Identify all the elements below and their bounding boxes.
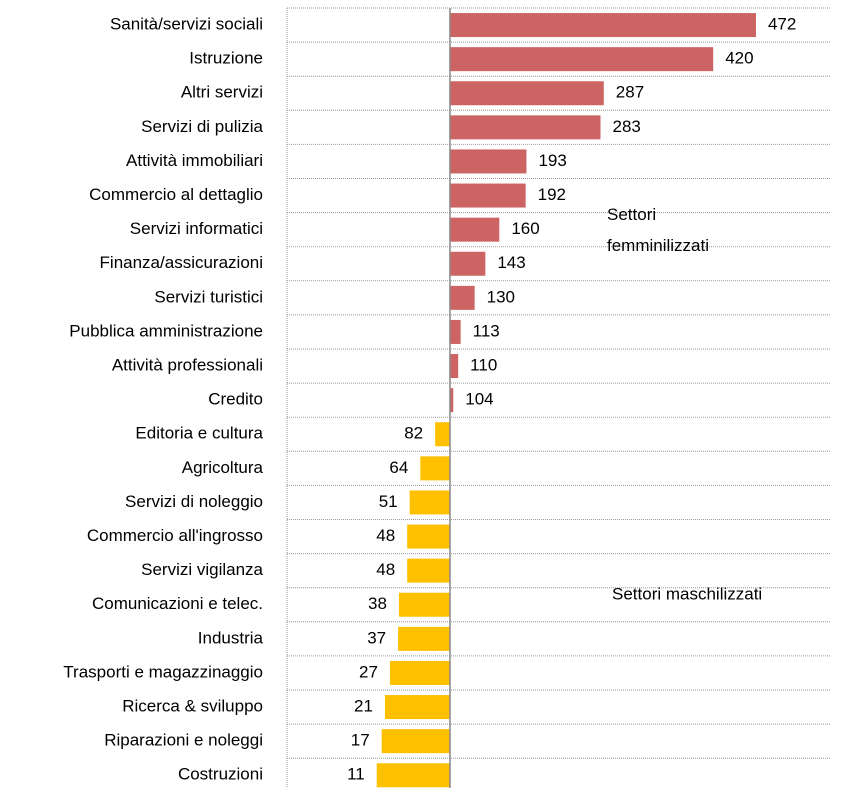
category-label: Finanza/assicurazioni [100,253,263,272]
category-label: Servizi di pulizia [141,117,263,136]
category-label: Commercio al dettaglio [89,185,263,204]
bar [449,81,604,106]
value-label: 48 [376,526,395,545]
series-annotation: Settori maschilizzati [612,584,762,603]
series-annotation: Settori femminilizzati [607,205,709,255]
category-label: Editoria e cultura [135,424,263,443]
value-label: 17 [351,731,370,750]
value-label: 82 [404,424,423,443]
category-label: Pubblica amministrazione [69,321,263,340]
bar [449,115,601,140]
bar [389,660,450,685]
category-label: Istruzione [189,49,263,68]
value-label: 11 [347,765,365,784]
value-label: 193 [538,151,566,170]
bar [449,217,500,242]
category-label: Commercio all'ingrosso [87,526,263,545]
category-label: Ricerca & sviluppo [122,697,263,716]
bar [449,183,526,208]
value-label: 48 [376,560,395,579]
category-label: Sanità/servizi sociali [110,15,263,34]
category-label: Servizi vigilanza [141,560,263,579]
bar [449,13,756,38]
bar [398,626,450,651]
annotation-line: femminilizzati [607,236,709,255]
value-label: 130 [487,287,515,306]
bar [449,47,714,72]
value-label: 472 [768,15,796,34]
value-label: 38 [368,594,387,613]
value-label: 27 [359,662,378,681]
category-label: Attività professionali [112,356,263,375]
category-label: Servizi turistici [154,287,263,306]
bar [449,354,459,379]
value-label: 21 [354,697,373,716]
bar [407,558,450,583]
bar [449,285,475,310]
value-label: 51 [379,492,398,511]
category-label: Agricoltura [182,458,264,477]
bar [384,695,450,720]
category-label: Credito [208,390,263,409]
value-label: 37 [367,628,386,647]
value-label: 192 [538,185,566,204]
category-label: Attività immobiliari [126,151,263,170]
category-label: Servizi informatici [130,219,263,238]
bar [376,763,450,788]
value-label: 113 [473,321,500,340]
category-label: Costruzioni [178,765,263,784]
bar [409,490,450,515]
category-label: Altri servizi [181,83,263,102]
bar [449,388,454,413]
bar [407,524,450,549]
value-label: 287 [616,83,644,102]
value-label: 104 [465,390,493,409]
category-label: Comunicazioni e telec. [92,594,263,613]
bar [435,422,450,447]
bar [449,319,461,344]
bar [449,251,486,276]
category-label: Trasporti e magazzinaggio [63,662,263,681]
value-label: 143 [497,253,525,272]
bar [420,456,450,481]
bar [398,592,450,617]
value-label: 283 [612,117,640,136]
annotation-line: Settori [607,205,656,224]
bar [449,149,527,174]
value-label: 160 [511,219,539,238]
value-label: 110 [470,356,497,375]
category-label: Riparazioni e noleggi [104,731,263,750]
category-label: Industria [198,628,264,647]
value-label: 64 [389,458,408,477]
category-label: Servizi di noleggio [125,492,263,511]
bar [381,729,450,754]
value-label: 420 [725,49,753,68]
